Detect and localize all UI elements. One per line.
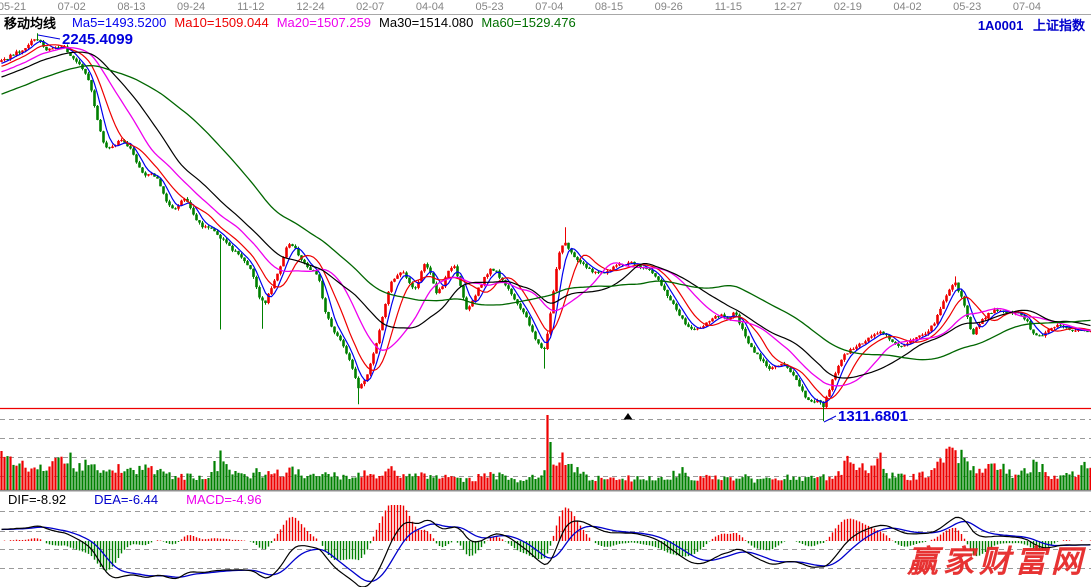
- watermark: 赢家财富网: [907, 544, 1087, 579]
- macd-histogram: [3, 505, 1091, 571]
- candlesticks: [0, 33, 1091, 422]
- date-tick-label: 04-04: [415, 1, 444, 13]
- dif-value: DIF=-8.92: [8, 492, 67, 507]
- symbol-code: 1A0001: [977, 18, 1024, 33]
- date-tick-label: 02-07: [356, 1, 385, 13]
- ma20-line: [1, 47, 1091, 387]
- price-volume-panel[interactable]: 2245.4099 1311.6801: [0, 30, 1091, 492]
- symbol-name: 上证指数: [1032, 18, 1085, 33]
- date-tick-label: 05-21: [0, 1, 27, 13]
- macd-value: MACD=-4.96: [186, 492, 262, 507]
- ma-legend-item: Ma5=1493.5200: [72, 15, 167, 30]
- date-tick-label: 12-27: [774, 1, 803, 13]
- date-tick-label: 11-15: [714, 1, 743, 13]
- date-tick-label: 09-24: [177, 1, 206, 13]
- volume-marker-triangle: [623, 413, 633, 420]
- macd-indicator-legend: DIF=-8.92 DEA=-6.44 MACD=-4.96: [8, 492, 262, 507]
- ma-legend-item: Ma60=1529.476: [481, 15, 576, 30]
- ma-panel-title: 移动均线: [4, 16, 57, 31]
- peak-pointer-line: [37, 34, 61, 40]
- symbol-label: 1A0001 上证指数: [972, 15, 1085, 34]
- ma-legend-item: Ma20=1507.259: [276, 15, 372, 30]
- ma-legend-item: Ma30=1514.080: [379, 15, 474, 30]
- low-pointer-line: [823, 415, 837, 423]
- ma10-line: [1, 44, 1091, 400]
- date-tick-label: 07-04: [535, 1, 564, 13]
- date-axis: 05-21 07-02 08-13 09-24 11-12 12-24 02-07 04-04…: [0, 0, 1091, 15]
- ma5-line: [1, 40, 1091, 404]
- ma-legend: 移动均线 Ma5=1493.5200 Ma10=1509.044 Ma20=1507…: [4, 15, 576, 31]
- date-tick-label: 08-15: [594, 1, 624, 13]
- date-tick-label: 04-02: [893, 1, 922, 13]
- ma60-line: [1, 64, 1091, 361]
- date-tick-label: 07-04: [1012, 1, 1041, 13]
- volume-bars: [0, 415, 1091, 490]
- dea-value: DEA=-6.44: [94, 492, 159, 507]
- date-tick-label: 05-23: [953, 1, 982, 13]
- date-tick-label: 12-24: [296, 1, 325, 13]
- macd-panel[interactable]: [0, 505, 1091, 587]
- date-tick-label: 08-13: [117, 1, 146, 13]
- date-tick-label: 02-19: [833, 1, 862, 13]
- date-tick-label: 11-12: [237, 1, 265, 13]
- dif-line: [1, 516, 1091, 587]
- date-tick-label: 07-02: [57, 1, 86, 13]
- dea-line: [1, 520, 1091, 583]
- ma-legend-item: Ma10=1509.044: [174, 15, 269, 30]
- volume-gridlines: [0, 419, 1091, 477]
- date-tick-label: 05-23: [475, 1, 504, 13]
- date-tick-label: 09-26: [654, 1, 683, 13]
- peak-annotation: 2245.4099: [62, 31, 133, 48]
- ma30-line: [1, 51, 1091, 379]
- low-annotation: 1311.6801: [838, 408, 908, 425]
